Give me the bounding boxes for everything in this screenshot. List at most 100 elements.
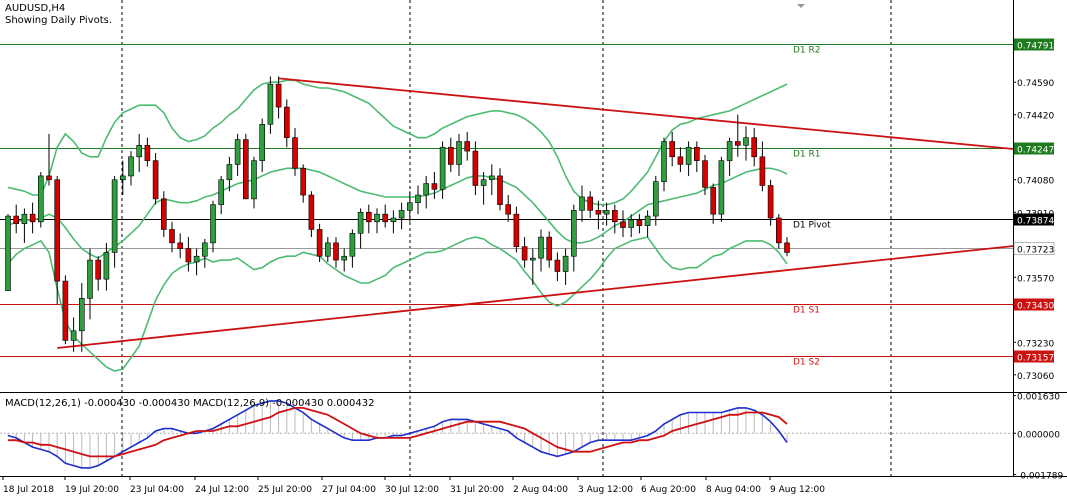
candle-body-70 [579,196,585,211]
candle-body-71 [587,196,594,211]
candle-body-12 [103,252,110,280]
current-price-tag-bg [1013,242,1055,255]
candle-body-60 [497,175,503,205]
time-tick-label-5: 27 Jul 04:00 [322,485,376,495]
candle-body-59 [488,175,495,181]
pivot-lines: D1 R2 D1 R1 D1 Pivot D1 S1 D1 S2 [0,44,1013,368]
price-tick-label-3: 0.73910 [1017,209,1054,219]
candle-body-88 [726,141,733,161]
time-tick-label-0: 18 Jul 2018 [3,485,54,495]
candle-body-90 [743,137,749,146]
band-upper [7,79,788,206]
candle-body-22 [185,248,192,263]
pivot-label-0: D1 R2 [793,46,821,56]
candle-body-67 [554,259,561,272]
candle-body-18 [152,160,159,200]
candle-body-11 [95,259,101,280]
candle-body-84 [693,146,700,161]
candle-body-73 [603,210,610,215]
candle-body-15 [128,156,134,177]
time-tick-label-8: 2 Aug 04:00 [513,485,568,495]
candle-body-81 [669,141,676,158]
candle-body-3 [29,213,36,223]
pivot-tag-bg-3 [1014,298,1054,311]
macd-indicator [0,400,1013,469]
candle-body-72 [595,210,602,215]
candle-body-31 [259,123,266,161]
candle-body-77 [636,219,643,226]
candle-body-91 [751,137,758,158]
candle-body-17 [144,145,151,161]
time-tick-label-2: 23 Jul 04:00 [130,485,184,495]
candle-body-68 [562,255,569,272]
candle-body-66 [546,236,553,261]
candle-body-10 [87,259,93,299]
trendlines [57,77,1025,349]
candle-body-8 [70,330,77,341]
time-tick-label-4: 25 Jul 20:00 [258,485,312,495]
time-tick-label-9: 3 Aug 12:00 [578,485,633,495]
candle-body-28 [234,139,241,165]
candle-body-94 [775,217,782,244]
time-tick-label-7: 31 Jul 20:00 [450,485,504,495]
price-tick-label-5: 0.73230 [1017,339,1054,349]
macd-tick-label-2: -0.001789 [1017,472,1063,482]
pivot-label-4: D1 S2 [793,358,820,368]
current-price-tag: 0.73723 [1017,246,1054,256]
candle-body-76 [628,219,635,228]
candle-body-42 [349,232,356,257]
chart-frame [0,0,1067,477]
candle-body-47 [390,217,397,223]
candle-body-63 [521,246,528,261]
candle-body-61 [505,204,512,215]
candle-body-93 [767,185,774,219]
candle-body-5 [46,175,52,181]
candle-body-36 [300,167,307,196]
time-tick-label-10: 6 Aug 20:00 [641,485,696,495]
candle-body-39 [324,242,331,257]
candle-body-2 [21,213,28,225]
price-tick-label-6: 0.73060 [1017,372,1054,382]
candle-body-30 [251,160,257,200]
candle-body-7 [62,280,69,341]
pivot-tag-1: 0.74247 [1017,146,1054,156]
candle-body-75 [620,221,626,228]
candle-body-32 [267,83,274,125]
candle-body-86 [710,187,717,215]
pivot-subtitle: Showing Daily Pivots. [5,15,113,26]
candle-body-16 [136,145,142,158]
candle-body-50 [415,194,421,203]
candle-body-23 [193,255,200,263]
candle-body-48 [398,210,405,219]
candle-body-21 [177,242,183,249]
candle-body-41 [341,255,348,261]
band-lower [7,236,788,372]
candle-body-19 [161,198,167,230]
price-tick-label-4: 0.73570 [1017,274,1054,284]
candle-body-89 [734,141,741,146]
axes: 0.74791 0.74247 0.73874 0.73430 0.73157 0.737… [2,38,1063,495]
candle-body-85 [702,160,708,188]
candle-body-65 [538,236,544,259]
time-tick-label-12: 9 Aug 12:00 [770,485,825,495]
candle-body-33 [275,83,282,108]
candle-body-14 [120,175,126,181]
pivot-label-2: D1 Pivot [793,221,831,231]
candle-body-57 [472,150,479,186]
candle-body-69 [570,210,577,257]
candle-body-74 [611,210,618,223]
pivot-tag-bg-1 [1014,142,1054,155]
candle-body-49 [406,202,413,211]
price-tick-label-1: 0.74420 [1017,112,1054,122]
candle-body-64 [529,257,536,261]
pivot-tag-bg-2 [1014,213,1054,226]
candle-body-51 [423,183,430,196]
price-tick-label-0: 0.74590 [1017,79,1054,89]
trendline-upper [278,77,1025,152]
candle-body-35 [292,137,298,169]
symbol-title: AUDUSD,H4 [5,3,66,14]
candles [5,76,790,352]
time-tick-label-11: 8 Aug 04:00 [706,485,761,495]
candle-body-1 [13,215,19,225]
